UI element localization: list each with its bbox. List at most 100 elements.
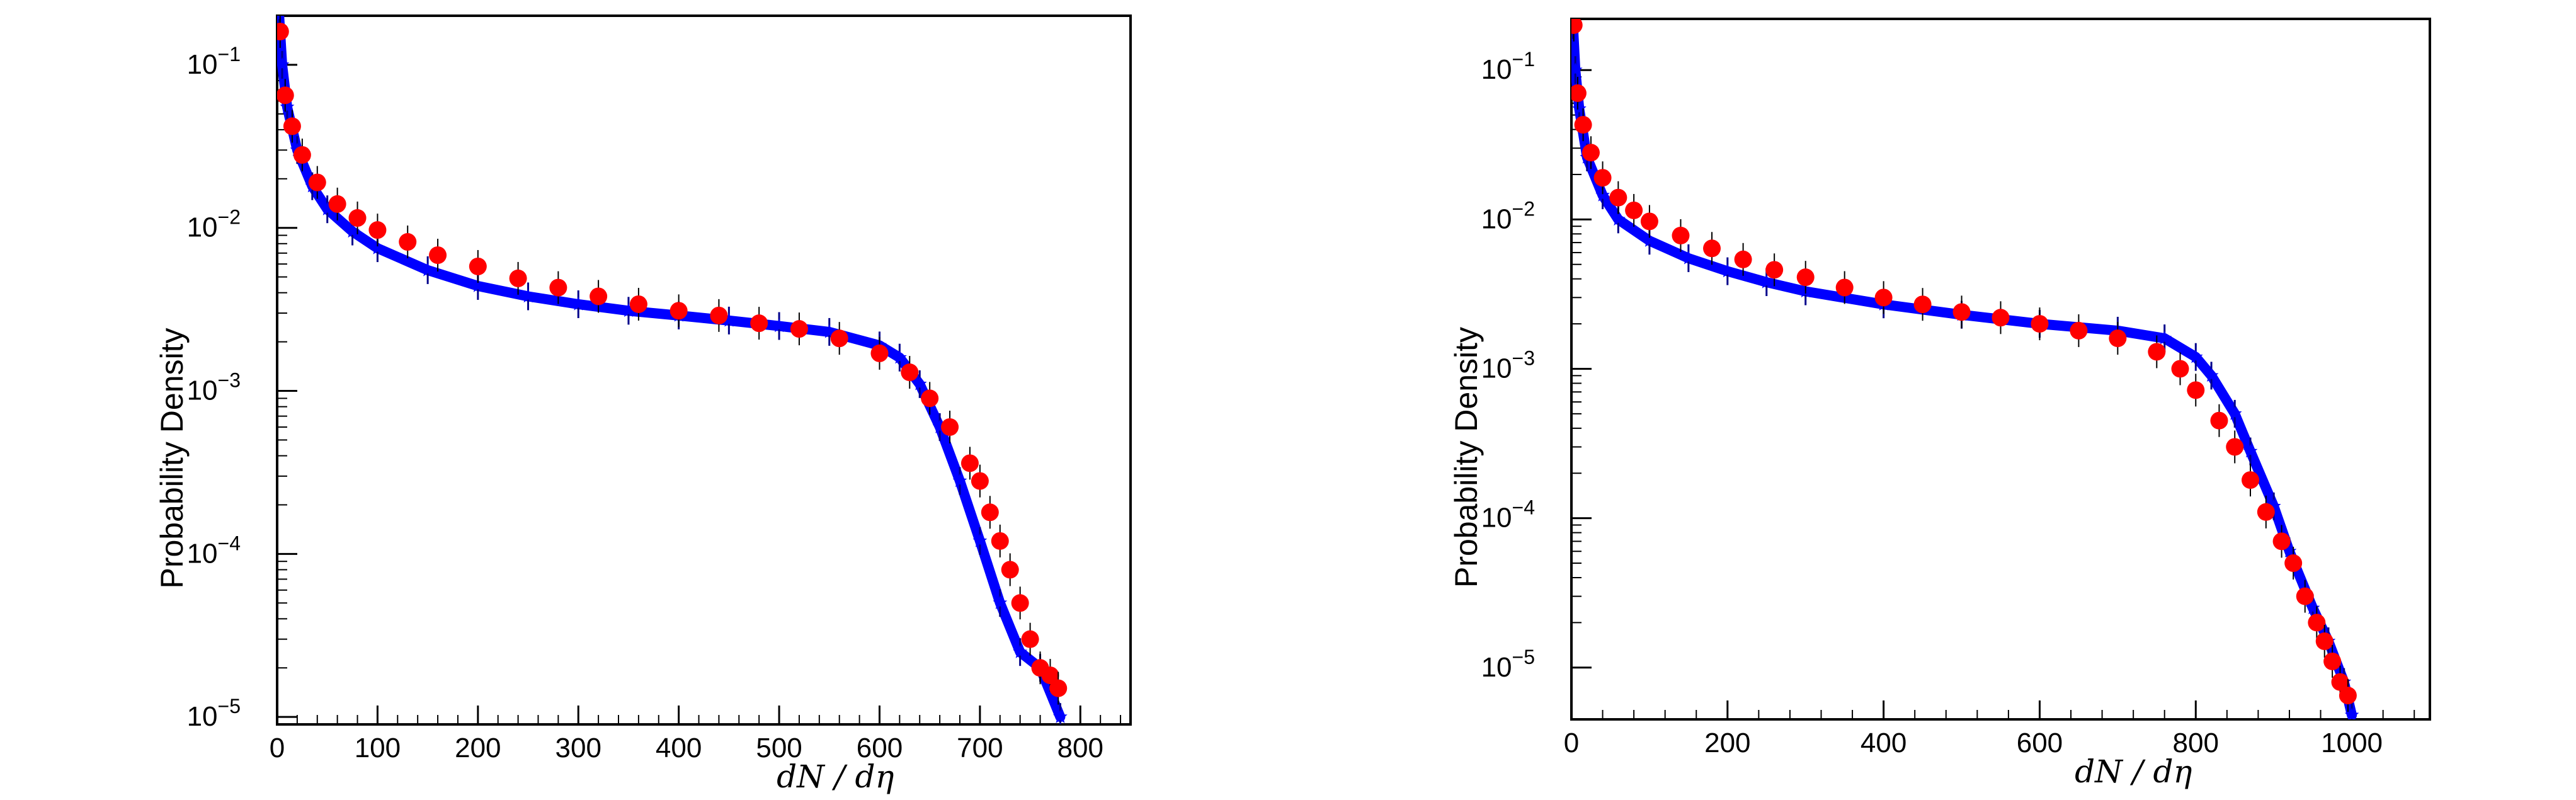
circle-point [901, 363, 919, 382]
star-point [1572, 101, 1587, 115]
data-layer [1571, 19, 2359, 719]
circle-point [1041, 666, 1059, 685]
star-point [280, 100, 295, 113]
circle-point [710, 306, 728, 324]
circle-point [1011, 594, 1029, 612]
plot-frame [276, 14, 1132, 726]
circle-point [2070, 321, 2088, 340]
star-point [2204, 368, 2219, 382]
circle-point [960, 454, 979, 472]
circle-point [941, 418, 959, 436]
circle-point [991, 532, 1009, 550]
circle-point [750, 314, 768, 333]
circle-point [2210, 411, 2228, 430]
star-point [892, 350, 907, 364]
circle-point [1796, 268, 1815, 287]
circle-point [1571, 84, 1587, 102]
star-point [2227, 406, 2242, 420]
circle-point [1734, 250, 1752, 268]
circle-point [1992, 309, 2010, 327]
star-point [277, 57, 290, 71]
star-point [993, 595, 1008, 609]
x-tick-label: 200 [1704, 728, 1750, 758]
circle-point [2257, 503, 2275, 521]
y-tick-label: 10−3 [1481, 346, 1535, 384]
circle-point [2284, 554, 2303, 573]
circle-point [1625, 201, 1643, 219]
circle-point [2187, 381, 2205, 399]
x-tick-label: 600 [2017, 728, 2063, 758]
circle-point [2272, 532, 2291, 551]
circle-point [1765, 261, 1784, 279]
circle-point [429, 246, 447, 265]
circle-point [368, 221, 387, 239]
circle-point [328, 195, 346, 213]
star-point [1595, 188, 1610, 202]
y-tick-label: 10−1 [1481, 48, 1535, 85]
circle-point [2308, 614, 2326, 632]
star-point [2282, 544, 2297, 557]
circle-point [790, 320, 808, 338]
circle-point [283, 117, 301, 135]
y-axis-title: Probability Density [1449, 327, 1484, 588]
chart-panel-2: 0 200 400 600 800 1000 10−1 10−2 10−3 10−4 10−5 dN … [1449, 18, 2431, 790]
circle-point [1049, 679, 1068, 697]
x-tick-label: 400 [656, 733, 702, 763]
chart-panel-1: 0 100 200 300 400 500 600 700 800 10−1 10−2 10−3 10−… [154, 14, 1132, 795]
y-tick-label: 10−2 [187, 206, 241, 243]
circle-point [509, 269, 527, 287]
circle-point [2339, 687, 2357, 705]
circle-point [830, 329, 848, 348]
x-tick-label: 600 [857, 733, 903, 763]
x-tick-label: 0 [1564, 728, 1579, 758]
star-point [1610, 212, 1626, 226]
circle-point [629, 295, 647, 313]
star-point [2243, 443, 2258, 458]
star-point [320, 202, 335, 215]
circle-point [1609, 188, 1627, 207]
x-tick-label: 500 [756, 733, 802, 763]
circle-point [971, 472, 989, 490]
circle-point [2226, 438, 2244, 456]
x-tick-label: 200 [455, 733, 501, 763]
circle-point [2148, 343, 2166, 361]
circle-point [590, 287, 608, 306]
star-point [571, 297, 586, 311]
circle-point [2031, 315, 2049, 333]
star-point [2266, 498, 2281, 513]
x-axis-title: dN / dη [2075, 753, 2192, 790]
x-tick-label: 100 [355, 733, 401, 763]
star-point [420, 262, 435, 277]
circle-point [1571, 19, 1583, 34]
star-point [370, 241, 385, 254]
star-point [912, 376, 927, 391]
star-point [972, 533, 988, 547]
circle-point [1952, 303, 1971, 321]
circle-point [1835, 278, 1854, 297]
star-point [621, 303, 636, 317]
circle-point [1874, 289, 1893, 307]
star-point [772, 318, 787, 333]
star-point [952, 473, 967, 488]
circle-point [2323, 652, 2342, 670]
x-tick-label: 400 [1861, 728, 1906, 758]
star-point [470, 278, 486, 292]
star-point [1720, 263, 1735, 278]
star-point [2157, 331, 2172, 345]
star-point [932, 420, 947, 433]
circle-point [1672, 226, 1690, 244]
circle-point [1582, 144, 1600, 162]
x-tick-label: 0 [270, 733, 285, 763]
x-tick-label: 1000 [2321, 728, 2383, 758]
star-point [1681, 250, 1696, 265]
circle-point [2171, 360, 2189, 378]
star-point [1571, 62, 1583, 76]
star-point [2188, 349, 2203, 363]
circle-point [1021, 630, 1039, 648]
y-tick-label: 10−5 [1481, 646, 1535, 683]
x-tick-label: 700 [957, 733, 1003, 763]
star-point [1053, 709, 1068, 723]
star-point [521, 289, 535, 303]
circle-point [549, 278, 567, 297]
